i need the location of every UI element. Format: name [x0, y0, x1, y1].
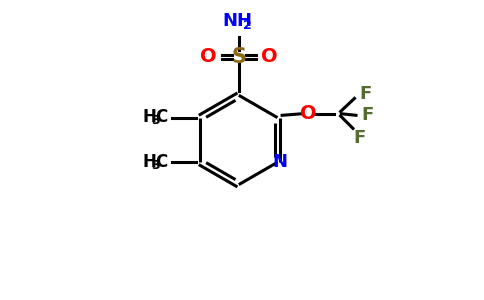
Text: C: C: [155, 152, 168, 170]
Text: NH: NH: [222, 12, 252, 30]
Text: H: H: [142, 108, 156, 126]
Text: F: F: [362, 106, 374, 124]
Text: O: O: [261, 47, 278, 66]
Text: S: S: [231, 47, 246, 67]
Text: N: N: [272, 153, 287, 171]
Text: C: C: [155, 108, 168, 126]
Text: 3: 3: [151, 159, 160, 172]
Text: 3: 3: [151, 114, 160, 127]
Text: O: O: [200, 47, 216, 66]
Text: H: H: [142, 152, 156, 170]
Text: F: F: [359, 85, 371, 103]
Text: 2: 2: [243, 19, 252, 32]
Text: F: F: [354, 129, 366, 147]
Text: O: O: [300, 104, 317, 123]
